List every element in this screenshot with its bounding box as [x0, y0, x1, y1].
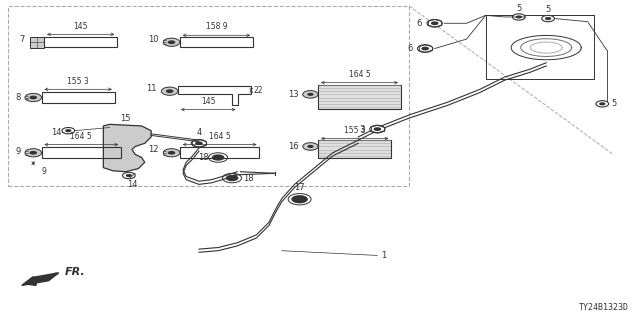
Circle shape — [303, 91, 318, 98]
Circle shape — [307, 93, 314, 96]
Text: 155 3: 155 3 — [67, 76, 89, 85]
Circle shape — [122, 172, 135, 179]
Text: 7: 7 — [20, 35, 25, 44]
Circle shape — [168, 151, 175, 155]
Circle shape — [168, 40, 175, 44]
Circle shape — [427, 20, 442, 27]
Text: TY24B1323D: TY24B1323D — [579, 303, 629, 312]
Text: 14: 14 — [51, 128, 62, 137]
Circle shape — [195, 141, 203, 145]
Circle shape — [599, 102, 605, 105]
Text: 15: 15 — [120, 114, 131, 123]
Text: 16: 16 — [289, 142, 299, 151]
Text: 6: 6 — [407, 44, 412, 53]
Circle shape — [421, 47, 429, 51]
Circle shape — [125, 174, 132, 177]
Bar — [318, 85, 401, 108]
Circle shape — [545, 17, 551, 20]
Circle shape — [596, 101, 609, 107]
Circle shape — [191, 140, 207, 147]
Text: 164 5: 164 5 — [70, 132, 92, 141]
Text: 6: 6 — [417, 19, 422, 28]
Circle shape — [374, 127, 381, 131]
Bar — [318, 140, 392, 157]
Circle shape — [307, 145, 314, 148]
Polygon shape — [103, 124, 151, 172]
Text: 11: 11 — [147, 84, 157, 92]
Circle shape — [29, 96, 37, 100]
Bar — [42, 147, 121, 158]
Circle shape — [25, 149, 42, 157]
Text: 13: 13 — [289, 90, 299, 99]
Text: 4: 4 — [196, 128, 202, 137]
Text: 9: 9 — [42, 167, 47, 176]
Circle shape — [291, 195, 308, 203]
Circle shape — [161, 87, 178, 95]
Bar — [8, 6, 409, 186]
Text: 17: 17 — [294, 183, 305, 192]
Circle shape — [62, 127, 75, 134]
Circle shape — [516, 15, 522, 19]
Text: 158 9: 158 9 — [205, 22, 227, 31]
Text: 3: 3 — [359, 124, 365, 133]
Circle shape — [417, 45, 433, 52]
Text: 8: 8 — [15, 93, 20, 102]
Bar — [180, 37, 253, 47]
Circle shape — [431, 21, 438, 25]
Text: 1: 1 — [381, 251, 387, 260]
Text: 18: 18 — [198, 153, 209, 162]
Text: 5: 5 — [612, 99, 617, 108]
Bar — [180, 147, 259, 158]
Bar — [44, 37, 117, 47]
Circle shape — [29, 151, 37, 155]
Circle shape — [513, 14, 525, 20]
Circle shape — [212, 154, 225, 161]
Text: 5: 5 — [516, 4, 522, 12]
Circle shape — [25, 93, 42, 102]
Text: 18: 18 — [244, 173, 254, 182]
Circle shape — [541, 15, 554, 22]
Text: 10: 10 — [148, 35, 159, 44]
Text: 145: 145 — [74, 21, 88, 30]
Text: 5: 5 — [545, 5, 551, 14]
Text: 155 3: 155 3 — [344, 126, 365, 135]
Circle shape — [163, 149, 180, 157]
Text: 22: 22 — [253, 86, 262, 95]
Circle shape — [370, 125, 385, 133]
Text: FR.: FR. — [65, 267, 86, 277]
Bar — [318, 85, 401, 108]
Circle shape — [163, 38, 180, 46]
Circle shape — [303, 143, 318, 150]
Circle shape — [226, 175, 239, 181]
Polygon shape — [22, 273, 59, 285]
Text: 9: 9 — [15, 147, 20, 156]
Text: 12: 12 — [148, 145, 159, 154]
Text: 145: 145 — [201, 97, 216, 106]
Bar — [30, 36, 44, 48]
Circle shape — [166, 89, 173, 93]
Text: 14: 14 — [127, 180, 137, 188]
Text: 164 5: 164 5 — [209, 132, 230, 141]
Circle shape — [65, 129, 72, 132]
Bar — [42, 92, 115, 103]
Text: 164 5: 164 5 — [349, 70, 371, 79]
